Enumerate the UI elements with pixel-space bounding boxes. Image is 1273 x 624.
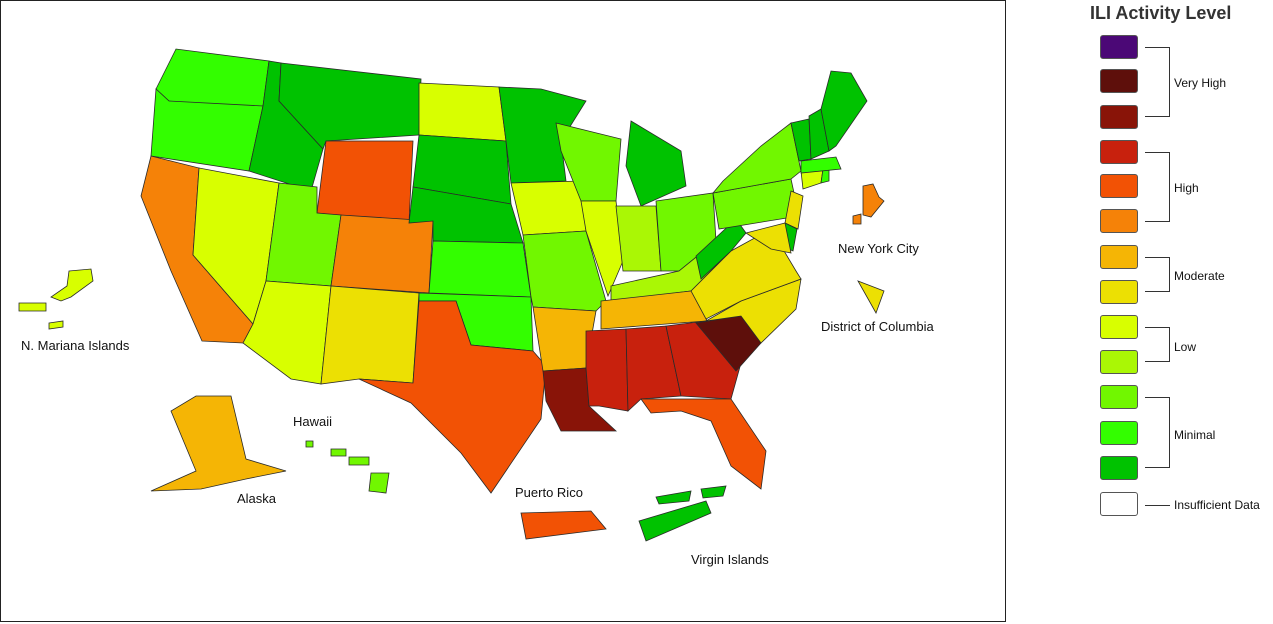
region-n-mariana-islands (18, 268, 94, 330)
legend-label-insufficient-data: Insufficient Data (1174, 498, 1260, 512)
label-new-york-city: New York City (838, 241, 919, 256)
legend-swatch (1100, 350, 1138, 374)
map-frame: New York City District of Columbia N. Ma… (0, 0, 1006, 622)
label-alaska: Alaska (237, 491, 277, 506)
legend-line-insufficient (1145, 505, 1170, 506)
region-virgin-islands (638, 485, 727, 542)
region-wyoming (316, 140, 414, 224)
region-colorado (330, 214, 434, 294)
legend-title: ILI Activity Level (1090, 3, 1232, 23)
region-maine (820, 70, 868, 152)
region-florida (640, 398, 767, 490)
legend-bracket-minimal (1145, 397, 1170, 468)
region-iowa (510, 180, 587, 236)
legend-swatch (1100, 456, 1138, 480)
legend-bracket-low (1145, 327, 1170, 362)
region-kansas (428, 240, 532, 298)
region-mississippi (585, 328, 629, 412)
us-map: New York City District of Columbia N. Ma… (18, 48, 934, 567)
region-virginia (690, 228, 802, 320)
legend-bracket-very-high (1145, 47, 1170, 117)
legend: ILI Activity Level Very High High Modera… (1085, 0, 1273, 624)
label-puerto-rico: Puerto Rico (515, 485, 583, 500)
legend-swatch (1100, 280, 1138, 304)
legend-swatch (1100, 385, 1138, 409)
region-washington (155, 48, 270, 107)
region-alabama (625, 325, 682, 412)
legend-label-very-high: Very High (1174, 76, 1227, 90)
region-alaska (150, 395, 287, 492)
legend-label-minimal: Minimal (1174, 428, 1216, 442)
legend-bracket-moderate (1145, 257, 1170, 292)
legend-swatch (1100, 315, 1138, 339)
legend-swatch (1100, 421, 1138, 445)
region-indiana (615, 205, 662, 272)
legend-bracket-high (1145, 152, 1170, 222)
legend-swatch (1100, 209, 1138, 233)
label-virgin-islands: Virgin Islands (691, 552, 769, 567)
region-new-york-city (852, 183, 885, 225)
label-n-mariana-islands: N. Mariana Islands (21, 338, 130, 353)
region-massachusetts (800, 156, 842, 174)
label-district-of-columbia: District of Columbia (821, 319, 934, 334)
region-district-of-columbia (857, 280, 885, 314)
region-new-mexico (320, 285, 420, 385)
legend-swatch (1100, 69, 1138, 93)
legend-swatch (1100, 245, 1138, 269)
region-north-dakota (418, 82, 507, 142)
legend-label-low: Low (1174, 340, 1197, 354)
legend-swatch (1100, 140, 1138, 164)
labels-layer: New York City District of Columbia N. Ma… (21, 241, 934, 567)
legend-label-high: High (1174, 181, 1199, 195)
region-minnesota (498, 86, 587, 184)
region-illinois (580, 200, 624, 298)
region-new-jersey (784, 190, 804, 230)
region-maryland (745, 222, 792, 254)
region-michigan (625, 120, 687, 207)
region-hawaii (305, 440, 390, 494)
region-puerto-rico (520, 510, 607, 540)
states-layer (18, 48, 885, 542)
legend-label-moderate: Moderate (1174, 269, 1225, 283)
legend-swatch (1100, 492, 1138, 516)
legend-swatch (1100, 105, 1138, 129)
legend-swatch (1100, 174, 1138, 198)
region-texas (358, 300, 547, 494)
label-hawaii: Hawaii (293, 414, 332, 429)
legend-swatch (1100, 35, 1138, 59)
